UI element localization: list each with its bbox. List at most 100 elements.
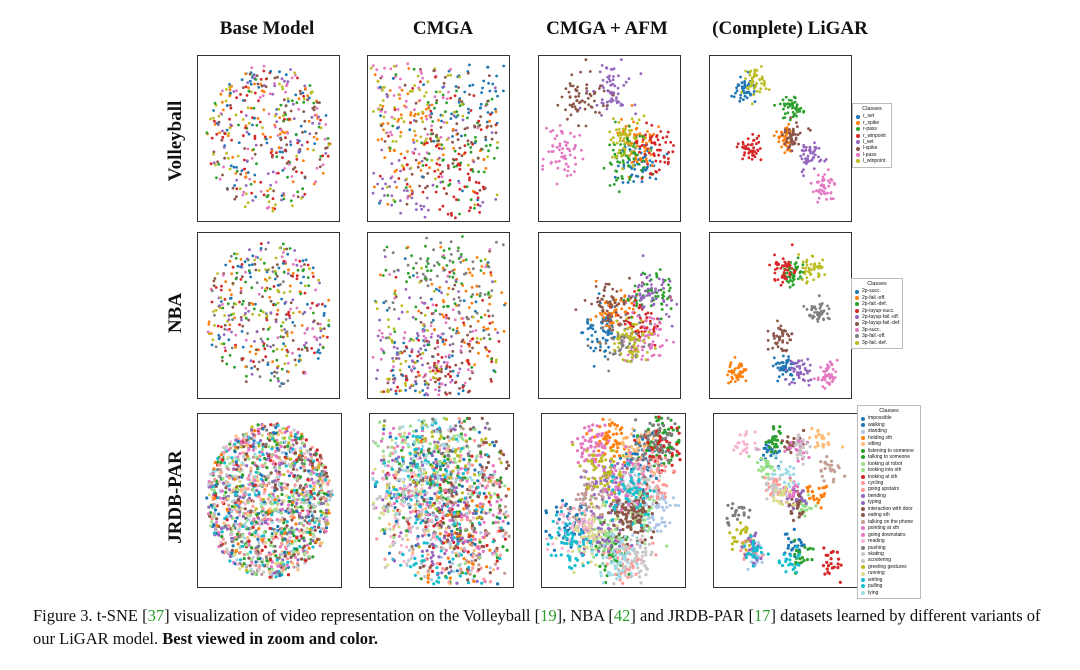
point <box>302 452 307 456</box>
point <box>223 550 227 554</box>
point <box>405 202 409 206</box>
point <box>650 316 654 320</box>
point <box>404 105 408 109</box>
point <box>217 530 221 535</box>
point <box>292 428 296 432</box>
point <box>560 95 564 99</box>
point <box>819 184 823 188</box>
point <box>635 323 639 326</box>
point <box>256 367 260 371</box>
point <box>577 124 580 128</box>
point <box>436 353 440 356</box>
point <box>632 157 636 161</box>
point <box>641 156 645 160</box>
point <box>617 334 621 338</box>
point <box>246 476 250 480</box>
point <box>651 296 654 300</box>
point <box>384 336 388 340</box>
point <box>627 77 631 80</box>
point <box>296 195 300 199</box>
point <box>595 103 599 107</box>
point <box>631 353 635 356</box>
point <box>299 264 303 268</box>
point <box>577 94 580 98</box>
point <box>389 332 392 336</box>
point <box>378 201 381 205</box>
point <box>299 449 303 453</box>
point <box>308 267 311 271</box>
point <box>216 468 220 472</box>
point <box>284 136 287 140</box>
point <box>285 247 289 251</box>
point <box>484 167 488 170</box>
point <box>650 286 653 290</box>
point <box>621 167 624 171</box>
point <box>393 64 396 68</box>
point <box>644 328 648 332</box>
point <box>757 134 761 138</box>
point <box>224 486 228 490</box>
point <box>781 274 784 278</box>
point <box>799 154 803 158</box>
point <box>645 121 648 125</box>
point <box>220 530 224 534</box>
scatter-plot <box>205 64 332 213</box>
point <box>222 146 226 149</box>
point <box>608 161 612 165</box>
point <box>774 341 777 345</box>
point <box>649 312 653 315</box>
point <box>458 212 461 216</box>
point <box>288 316 292 320</box>
point <box>439 135 443 139</box>
point <box>258 458 262 462</box>
point <box>457 100 461 104</box>
point <box>393 200 397 204</box>
point <box>658 143 662 147</box>
point <box>221 306 225 310</box>
point <box>294 363 298 367</box>
point <box>488 322 492 325</box>
point <box>483 186 487 190</box>
point <box>297 97 301 101</box>
point <box>455 110 459 113</box>
point <box>269 69 273 73</box>
point <box>231 265 235 269</box>
point <box>782 276 786 280</box>
point <box>563 154 567 158</box>
point <box>751 133 755 136</box>
point <box>791 280 794 283</box>
point <box>664 141 668 144</box>
point <box>414 380 417 384</box>
point <box>649 322 653 326</box>
point <box>291 561 295 565</box>
point <box>263 261 266 265</box>
point <box>409 166 413 170</box>
point <box>635 302 639 305</box>
point <box>292 491 296 495</box>
point <box>780 367 784 371</box>
point <box>424 186 427 190</box>
point <box>380 331 384 335</box>
point <box>481 86 484 90</box>
point <box>383 156 387 159</box>
point <box>247 556 251 560</box>
point <box>319 513 324 517</box>
point <box>290 540 294 544</box>
point <box>241 524 245 529</box>
point <box>243 458 247 462</box>
point <box>262 84 266 87</box>
point <box>633 350 637 353</box>
point <box>281 130 284 134</box>
point <box>606 357 610 361</box>
point <box>241 451 245 455</box>
point <box>397 93 400 96</box>
row-title-nba: NBA <box>165 292 186 334</box>
point <box>614 298 618 302</box>
point <box>659 327 662 331</box>
point <box>460 282 464 285</box>
point <box>228 117 231 121</box>
point <box>466 71 470 75</box>
point <box>301 441 305 445</box>
point <box>817 262 821 265</box>
point <box>212 161 216 165</box>
